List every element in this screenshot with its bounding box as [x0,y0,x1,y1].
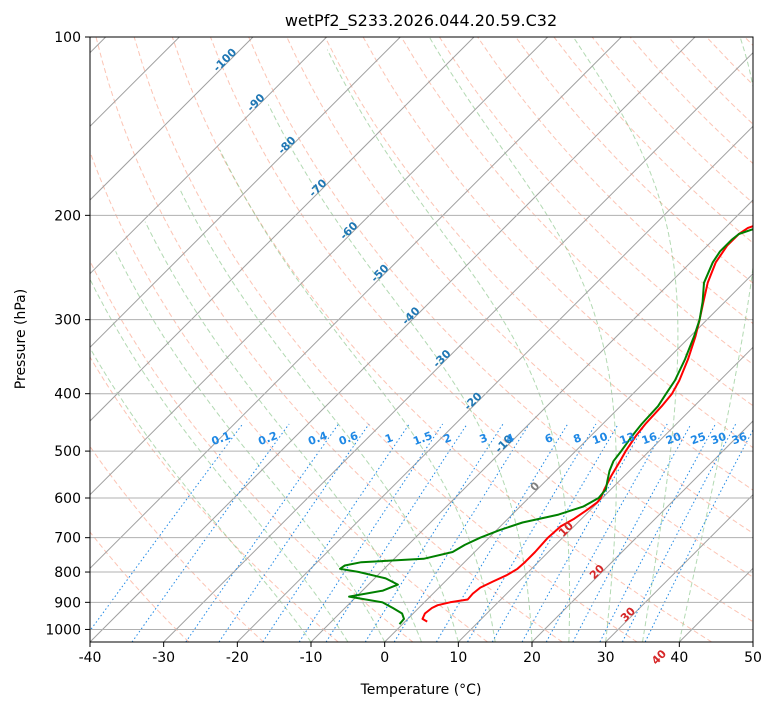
dry-adiabat-line [133,37,638,642]
y-tick-label: 100 [54,30,81,46]
mixing-ratio-label: 36 [730,430,749,448]
dry-adiabat-line [95,37,563,642]
y-tick-label: 600 [54,491,81,507]
mixing-ratio-label: 25 [689,430,708,447]
moist-adiabat-line [267,104,533,642]
moist-adiabat-line [144,221,422,642]
x-tick-label: 0 [380,650,389,666]
dry-adiabat-line [400,37,753,407]
background-lines [90,37,753,642]
y-tick-label: 900 [54,595,81,611]
moist-adiabat-line [115,251,386,642]
mixing-ratio-line [393,423,530,642]
mixing-ratio-label: 10 [591,430,610,448]
y-tick-label: 200 [54,208,81,224]
mixing-ratio-line [521,423,646,642]
mixing-ratio-line [185,423,340,642]
mixing-ratio-line [218,423,370,642]
mixing-ratio-line [572,423,692,642]
isotherm-line [163,51,753,642]
mixing-ratio-label: 3 [478,431,490,446]
x-tick-label: -10 [300,650,323,666]
x-tick-label: 40 [670,650,688,666]
x-tick-label: -30 [152,650,175,666]
dewpoint-line [339,228,753,625]
chart-title: wetPf2_S233.2026.044.20.59.C32 [285,11,557,31]
mixing-ratio-label: 0.2 [256,429,279,448]
mixing-ratio-line [364,423,504,642]
x-tick-label: 50 [744,650,762,666]
y-tick-label: 400 [54,387,81,403]
y-tick-label: 1000 [45,622,81,638]
y-axis-label: Pressure (hPa) [13,289,29,389]
isotherm-line [90,37,254,201]
x-tick-label: 10 [449,650,467,666]
mixing-ratio-line [644,428,753,642]
moist-adiabat-line [326,49,571,642]
dry-adiabat-line [90,150,488,642]
y-tick-label: 300 [54,313,81,329]
mixing-ratio-label: 1.5 [411,429,434,448]
plot-frame [89,36,754,643]
mixing-ratio-line [599,423,716,642]
moist-adiabat-line [90,278,349,642]
mixing-ratio-label: 6 [543,431,555,446]
mixing-ratio-label: 0.1 [210,429,233,448]
isotherm-line [90,37,328,275]
isotherm-line [310,199,753,642]
x-tick-label: 20 [523,650,541,666]
mixing-ratio-label: 30 [709,430,728,448]
mixing-ratio-label: 1 [383,431,395,446]
moist-adiabat-line [90,347,312,642]
mixing-ratio-label: 2 [442,431,454,446]
mixing-ratio-line [545,423,668,642]
mixing-ratio-label: 20 [664,430,683,448]
dry-adiabat-line [324,37,753,491]
mixing-ratio-line [131,423,290,642]
isotherm-line [90,37,401,349]
x-tick-label: 30 [597,650,615,666]
x-axis-label: Temperature (°C) [360,682,482,698]
dry-adiabat-line [90,445,264,642]
temperature-line [421,225,753,623]
isotherm-line [90,37,622,570]
x-tick-label: -40 [79,650,102,666]
mixing-ratio-label: 0.4 [306,429,329,448]
dry-adiabat-line [515,37,753,284]
axes: -40 -30 -20 -10 0 10 20 30 40 5010020030040050060… [45,30,762,666]
isotherm-line [531,420,753,642]
mixing-ratio-label: 13 [618,430,637,447]
moist-adiabat-line [572,37,679,642]
dry-adiabat-line [90,531,190,642]
sounding-profiles [339,225,753,625]
x-tick-label: -20 [226,650,249,666]
dry-adiabat-line [171,37,712,642]
dry-adiabat-line [438,37,753,366]
dry-adiabat-line [90,356,339,642]
dry-adiabat-line [248,37,753,578]
isotherm-line [90,37,549,496]
mixing-ratio-line [621,423,737,642]
mixing-ratio-label: 4 [504,431,516,446]
dry-adiabat-line [210,37,753,623]
isotherm-line [457,346,753,642]
y-tick-label: 500 [54,444,81,460]
isotherm-line [384,272,753,642]
mixing-ratio-line [467,423,597,642]
y-tick-label: 700 [54,531,81,547]
isotherm-line [236,125,753,642]
moist-adiabat-line [428,37,617,642]
isotherm-line [90,37,696,642]
mixing-ratio-line [435,423,569,642]
mixing-ratio-line [262,423,410,642]
isotherm-line [90,37,475,422]
isotherm-line [605,493,753,642]
y-tick-label: 800 [54,565,81,581]
mixing-ratio-label: 8 [572,431,584,446]
moist-adiabat-line [678,37,753,642]
mixing-ratio-label: 0.6 [337,429,360,448]
mixing-ratio-label: 16 [640,430,659,448]
